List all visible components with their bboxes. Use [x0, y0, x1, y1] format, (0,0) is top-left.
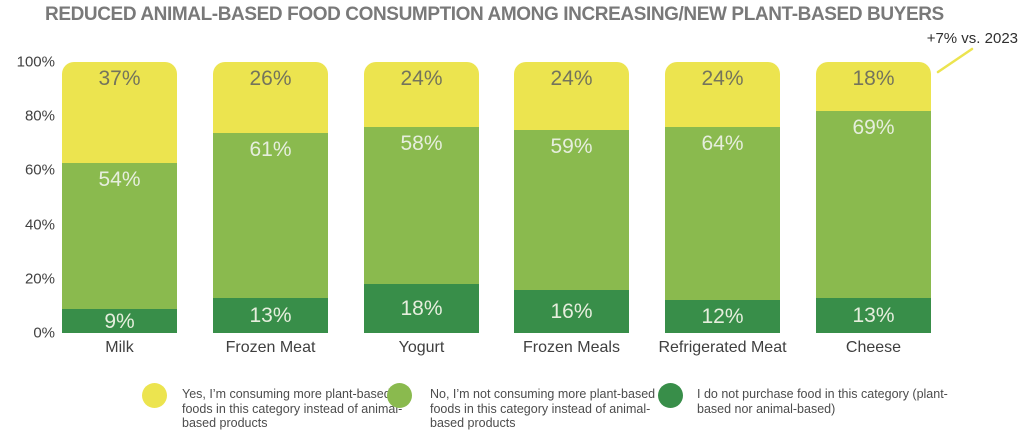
- chart-title: REDUCED ANIMAL-BASED FOOD CONSUMPTION AM…: [45, 4, 944, 25]
- segment-value-label: 54%: [98, 168, 141, 191]
- y-axis-tick-60: 60%: [24, 161, 55, 179]
- y-axis-tick-80: 80%: [24, 107, 55, 125]
- bar-segment-cheese-do-not-purchase-category: 13%: [816, 298, 931, 333]
- category-label-cheese: Cheese: [845, 339, 902, 356]
- bar-segment-refrigerated-meat-no-not-consuming-more-plant-based: 64%: [665, 127, 780, 300]
- segment-value-label: 18%: [400, 297, 443, 320]
- segment-value-label: 9%: [104, 309, 135, 333]
- bar-segment-cheese-yes-consuming-more-plant-based: 18%: [816, 62, 931, 111]
- legend-swatch-circle-icon: [142, 383, 167, 408]
- segment-value-label: 61%: [249, 138, 292, 161]
- segment-value-label: 24%: [550, 67, 593, 90]
- legend-item-yes-consuming-more-plant-based: Yes, I’m consuming more plant-based food…: [142, 383, 419, 431]
- legend-label: Yes, I’m consuming more plant-based food…: [182, 387, 403, 430]
- segment-value-label: 13%: [852, 304, 895, 327]
- legend-item-no-not-consuming-more-plant-based: No, I’m not consuming more plant-based f…: [387, 383, 682, 431]
- y-axis-tick-20: 20%: [24, 270, 55, 288]
- category-label-frozen-meat: Frozen Meat: [225, 339, 316, 356]
- bar-segment-yogurt-do-not-purchase-category: 18%: [364, 284, 479, 333]
- y-axis-tick-0: 0%: [33, 324, 55, 342]
- annotation-label: +7% vs. 2023: [926, 30, 1018, 47]
- bar-segment-frozen-meals-yes-consuming-more-plant-based: 24%: [514, 62, 629, 130]
- segment-value-label: 58%: [400, 132, 443, 155]
- bar-segment-cheese-no-not-consuming-more-plant-based: 69%: [816, 111, 931, 298]
- bar-segment-frozen-meals-no-not-consuming-more-plant-based: 59%: [514, 130, 629, 290]
- bar-segment-frozen-meat-yes-consuming-more-plant-based: 26%: [213, 62, 328, 133]
- bar-segment-refrigerated-meat-yes-consuming-more-plant-based: 24%: [665, 62, 780, 127]
- bar-segment-frozen-meat-do-not-purchase-category: 13%: [213, 298, 328, 333]
- bar-segment-frozen-meals-do-not-purchase-category: 16%: [514, 290, 629, 333]
- y-axis-tick-100: 100%: [16, 53, 55, 71]
- category-label-refrigerated-meat: Refrigerated Meat: [658, 339, 787, 356]
- category-label-milk: Milk: [105, 339, 134, 356]
- bar-segment-frozen-meat-no-not-consuming-more-plant-based: 61%: [213, 133, 328, 298]
- segment-value-label: 69%: [852, 116, 895, 139]
- segment-value-label: 37%: [98, 67, 141, 90]
- segment-value-label: 18%: [852, 67, 895, 90]
- segment-value-label: 24%: [400, 67, 443, 90]
- bar-segment-refrigerated-meat-do-not-purchase-category: 12%: [665, 300, 780, 333]
- segment-value-label: 26%: [249, 67, 292, 90]
- legend-label: I do not purchase food in this category …: [697, 387, 948, 416]
- bar-segment-milk-do-not-purchase-category: 9%: [62, 309, 177, 333]
- bar-segment-milk-yes-consuming-more-plant-based: 37%: [62, 62, 177, 163]
- segment-value-label: 12%: [701, 305, 744, 328]
- bar-segment-yogurt-yes-consuming-more-plant-based: 24%: [364, 62, 479, 127]
- segment-value-label: 64%: [701, 132, 744, 155]
- legend-label: No, I’m not consuming more plant-based f…: [430, 387, 656, 430]
- y-axis-tick-40: 40%: [24, 216, 55, 234]
- legend-item-do-not-purchase-category: I do not purchase food in this category …: [658, 383, 965, 416]
- bar-segment-milk-no-not-consuming-more-plant-based: 54%: [62, 163, 177, 309]
- legend-swatch-circle-icon: [658, 383, 683, 408]
- category-label-yogurt: Yogurt: [398, 339, 445, 356]
- segment-value-label: 24%: [701, 67, 744, 90]
- bar-segment-yogurt-no-not-consuming-more-plant-based: 58%: [364, 127, 479, 284]
- legend-swatch-circle-icon: [387, 383, 412, 408]
- segment-value-label: 16%: [550, 300, 593, 323]
- category-label-frozen-meals: Frozen Meals: [523, 339, 620, 356]
- segment-value-label: 13%: [249, 304, 292, 327]
- segment-value-label: 59%: [550, 135, 593, 158]
